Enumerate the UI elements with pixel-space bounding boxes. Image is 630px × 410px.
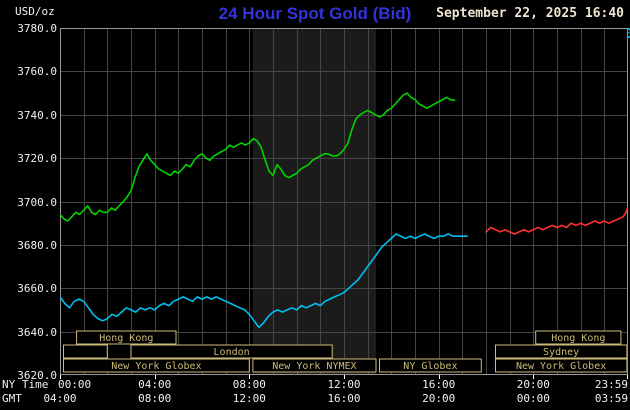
session-box (76, 330, 177, 345)
session-box (535, 330, 622, 345)
chart-datetime: September 22, 2025 16:40 (436, 6, 624, 21)
session-label: Sydney (543, 347, 579, 358)
session-label: New York Globex (111, 361, 201, 372)
session-box (130, 344, 333, 359)
y-tick-label: 3780.0 (17, 22, 57, 35)
session-label: Hong Kong (551, 333, 605, 344)
y-tick-label: 3680.0 (17, 238, 57, 252)
session-box (252, 358, 377, 373)
x-tick-label-ny: 23:59 (594, 378, 628, 391)
y-tick-label: 3660.0 (17, 282, 57, 296)
x-tick-label-ny: 00:00 (58, 378, 92, 391)
x-axis-label-gmt: GMT (2, 392, 22, 405)
x-tick-label-gmt: 00:00 (516, 392, 550, 405)
x-tick-label-ny: 20:00 (516, 378, 550, 391)
x-tick-label-ny: 08:00 (232, 378, 266, 391)
session-box (379, 358, 482, 373)
y-axis-units-label: USD/oz (15, 5, 55, 18)
y-tick-label: 3640.0 (17, 325, 57, 339)
y-tick-label: 3740.0 (17, 108, 57, 122)
x-tick-label-gmt: 04:00 (43, 392, 77, 405)
chart-title: 24 Hour Spot Gold (Bid) (218, 4, 412, 23)
session-box (495, 358, 628, 373)
series-line-sep21-sunday (485, 207, 628, 235)
session-box (63, 358, 250, 373)
session-label: New York Globex (516, 361, 606, 372)
session-label: NY Globex (403, 361, 457, 372)
session-label: London (214, 347, 250, 358)
x-tick-label-gmt: 20:00 (422, 392, 456, 405)
x-tick-label-ny: 12:00 (327, 378, 361, 391)
session-label: Hong Kong (99, 333, 153, 344)
x-tick-label-gmt: 08:00 (138, 392, 172, 405)
x-tick-label-ny: 16:00 (422, 378, 456, 391)
series-line-sep19-ny-close (60, 233, 468, 329)
x-tick-label-gmt: 12:00 (232, 392, 266, 405)
y-tick-label: 3620.0 (17, 369, 57, 382)
y-tick-label: 3720.0 (17, 152, 57, 166)
session-box (63, 344, 108, 359)
session-box (495, 344, 628, 359)
plot-border (60, 28, 628, 375)
series-line-sep22-last (60, 92, 456, 222)
y-tick-label: 3700.0 (17, 195, 57, 209)
y-tick-label: 3760.0 (17, 65, 57, 79)
x-tick-label-ny: 04:00 (138, 378, 172, 391)
x-tick-label-gmt: 16:00 (327, 392, 361, 405)
session-label: New York NYMEX (272, 361, 356, 372)
plot-area: Hong Kong Hong Kong London Sydney New York G… (60, 28, 628, 379)
nymex-session-band (252, 28, 376, 375)
x-tick-label-gmt: 03:59 (594, 392, 628, 405)
x-axis-label-ny-time: NY Time (2, 378, 49, 391)
